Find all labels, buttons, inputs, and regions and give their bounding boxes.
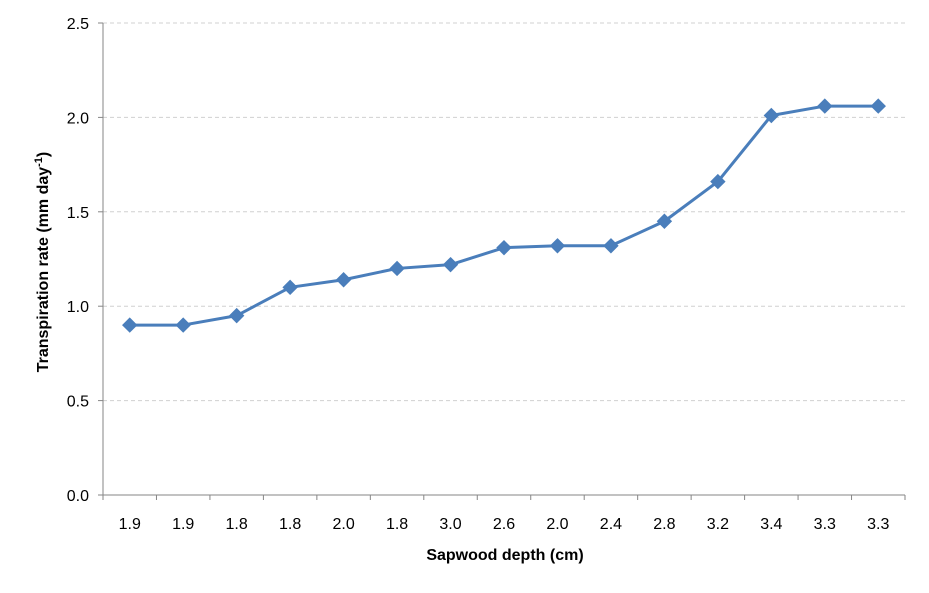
x-tick-labels: 1.9 1.9 1.8 1.8 2.0 1.8 3.0 2.6 2.0 2.4 2.8 3.2 3.4 3… bbox=[119, 516, 890, 533]
data-point bbox=[282, 279, 298, 296]
x-tick-label: 1.9 bbox=[119, 516, 141, 533]
x-tick-label: 3.4 bbox=[760, 516, 782, 533]
axes bbox=[98, 22, 906, 500]
series-group bbox=[122, 98, 886, 333]
y-tick-label: 2.0 bbox=[67, 110, 89, 127]
y-tick-labels: 0.0 0.5 1.0 1.5 2.0 2.5 bbox=[67, 16, 89, 505]
x-tick-label: 3.0 bbox=[439, 516, 461, 533]
x-axis-label: Sapwood depth (cm) bbox=[426, 547, 583, 564]
data-point bbox=[335, 272, 352, 288]
series-line bbox=[129, 104, 879, 327]
x-tick-label: 2.0 bbox=[546, 516, 568, 533]
x-tick-label: 1.9 bbox=[172, 516, 194, 533]
y-axis-label: Transpiration rate (mm day-1) bbox=[33, 152, 52, 373]
y-axis-label-sup: -1 bbox=[33, 157, 45, 167]
y-tick-label: 1.0 bbox=[67, 299, 89, 316]
x-tick-label: 2.0 bbox=[332, 516, 354, 533]
data-point bbox=[870, 98, 886, 114]
y-axis-label-main: Transpiration rate (mm day bbox=[35, 167, 52, 372]
y-tick-label: 0.5 bbox=[67, 394, 89, 411]
x-tick-label: 2.8 bbox=[653, 516, 675, 533]
x-tick-label: 1.8 bbox=[386, 516, 408, 533]
data-point bbox=[763, 107, 780, 124]
y-tick-label: 2.5 bbox=[67, 16, 89, 33]
data-point bbox=[442, 256, 459, 273]
x-tick-label: 3.3 bbox=[867, 516, 889, 533]
data-point bbox=[817, 98, 833, 114]
data-point bbox=[656, 213, 673, 229]
data-point bbox=[549, 238, 566, 254]
grid-lines bbox=[103, 22, 905, 402]
x-tick-label: 2.6 bbox=[493, 516, 515, 533]
x-tick-label: 3.3 bbox=[814, 516, 836, 533]
x-tick-label: 3.2 bbox=[707, 516, 729, 533]
data-point bbox=[228, 307, 245, 324]
data-point bbox=[603, 238, 619, 254]
data-point bbox=[389, 260, 405, 277]
y-axis-label-close: ) bbox=[35, 152, 52, 157]
data-point bbox=[122, 317, 138, 333]
x-tick-label: 1.8 bbox=[226, 516, 248, 533]
x-tick-label: 2.4 bbox=[600, 516, 622, 533]
y-tick-label: 1.5 bbox=[67, 205, 89, 222]
y-tick-label: 0.0 bbox=[67, 488, 89, 505]
data-point bbox=[710, 173, 726, 190]
data-point bbox=[496, 239, 512, 256]
x-tick-label: 1.8 bbox=[279, 516, 301, 533]
data-point bbox=[175, 317, 191, 333]
